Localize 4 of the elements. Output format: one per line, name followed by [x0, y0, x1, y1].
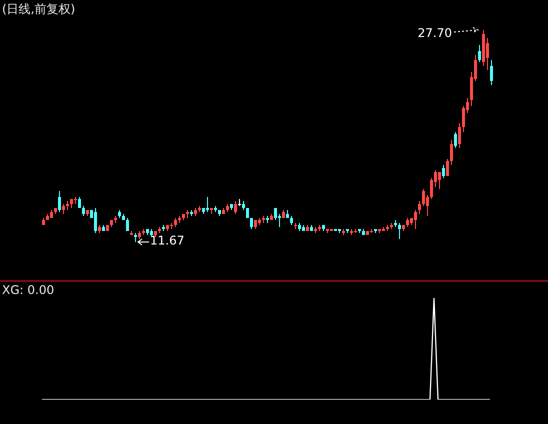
annotation: 11.67	[150, 234, 184, 248]
annotation: 27.70	[418, 26, 452, 40]
chart-title: XG: 0.00	[2, 283, 54, 297]
chart-title: (日线,前复权)	[2, 1, 76, 18]
